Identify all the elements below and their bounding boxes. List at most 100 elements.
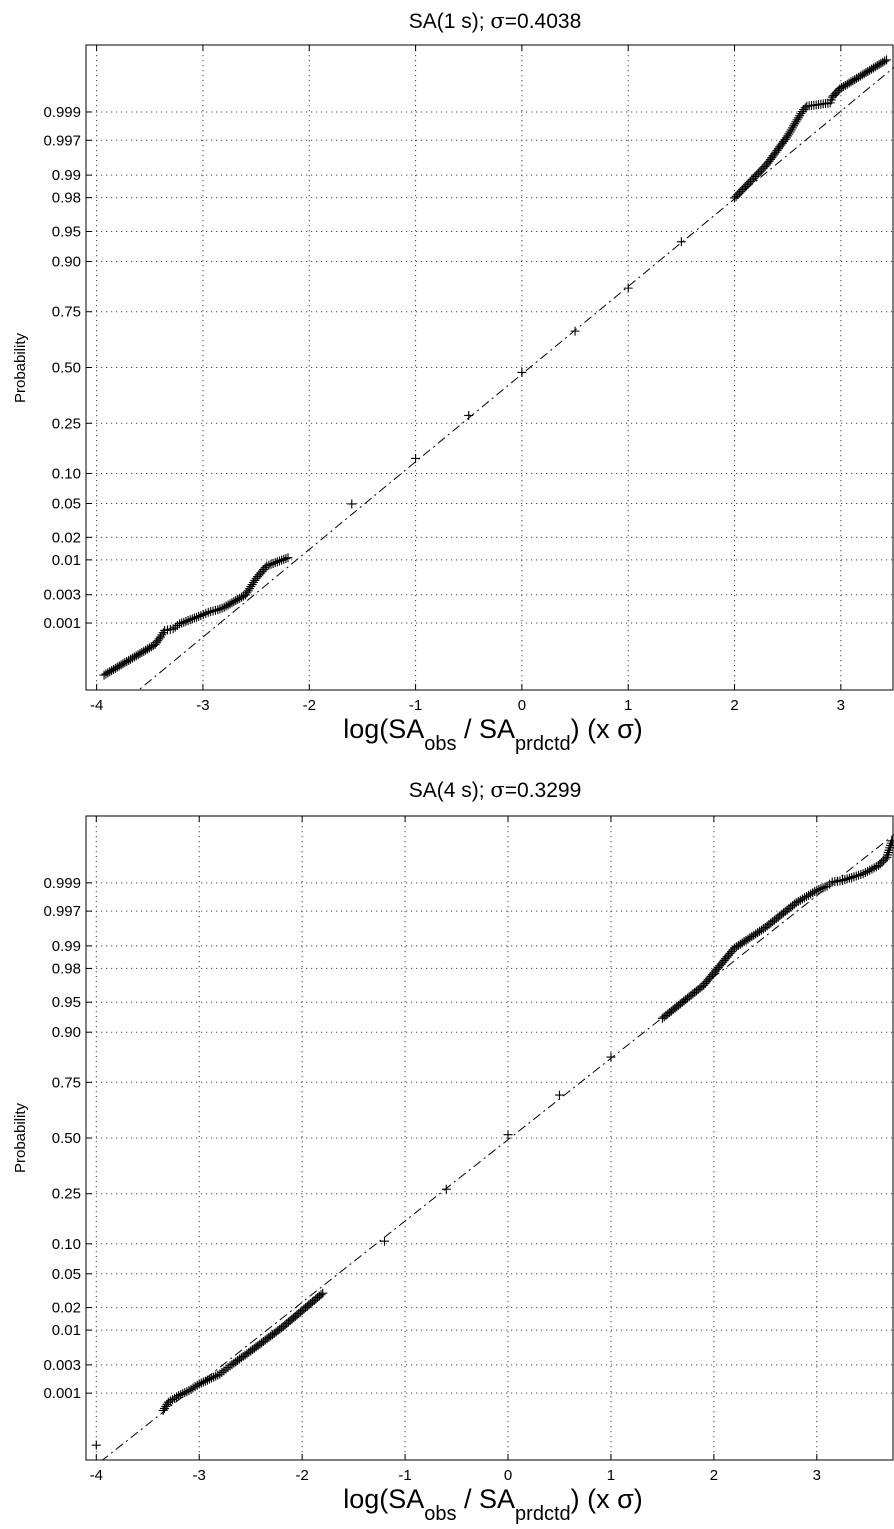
- x-axis-label-part: ) (x σ): [571, 714, 643, 744]
- data-point: [852, 73, 862, 83]
- x-tick-label: 0: [504, 1467, 512, 1484]
- data-point: [884, 845, 894, 855]
- data-point: [127, 653, 137, 663]
- data-point: [208, 606, 218, 616]
- data-point: [784, 129, 794, 139]
- data-point: [623, 283, 633, 293]
- x-tick-label: 1: [624, 697, 632, 714]
- data-point: [192, 1380, 202, 1390]
- data-point: [221, 601, 231, 611]
- data-point: [379, 1236, 389, 1246]
- data-point: [110, 663, 120, 673]
- data-point: [789, 121, 799, 131]
- x-tick-label: -1: [409, 697, 422, 714]
- data-point: [131, 651, 141, 661]
- data-point: [570, 326, 580, 336]
- data-point: [464, 410, 474, 420]
- data-points: [91, 836, 894, 1450]
- y-tick-label: 0.02: [52, 529, 81, 546]
- y-tick-label: 0.50: [52, 1130, 81, 1147]
- data-point: [182, 1387, 192, 1397]
- data-point: [872, 61, 882, 71]
- data-point: [103, 668, 113, 678]
- y-tick-label: 0.90: [52, 1024, 81, 1041]
- chart-title-sigma: σ: [490, 778, 504, 802]
- data-point: [749, 930, 759, 940]
- data-point: [857, 70, 867, 80]
- data-point: [133, 650, 143, 660]
- data-point: [849, 872, 859, 882]
- y-tick-label: 0.003: [43, 1357, 81, 1374]
- data-point: [270, 558, 280, 568]
- y-tick-label: 0.999: [43, 104, 81, 121]
- y-tick-label: 0.997: [43, 903, 81, 920]
- y-tick-label: 0.01: [52, 552, 81, 569]
- data-point: [143, 644, 153, 654]
- data-point: [810, 887, 820, 897]
- data-point: [878, 57, 888, 67]
- chart-title: SA(1 s); σ=0.4038: [409, 9, 582, 33]
- data-point: [177, 618, 187, 628]
- data-point: [868, 63, 878, 73]
- data-point: [120, 658, 130, 668]
- data-point: [865, 865, 875, 875]
- data-point: [209, 1372, 219, 1382]
- data-point: [231, 596, 241, 606]
- data-point: [835, 84, 845, 94]
- data-point: [860, 868, 870, 878]
- data-point: [844, 78, 854, 88]
- data-point: [554, 1090, 564, 1100]
- y-tick-label: 0.10: [52, 1236, 81, 1253]
- reference-line: [137, 66, 894, 690]
- data-point: [217, 603, 227, 613]
- data-point: [743, 934, 753, 944]
- data-point: [874, 60, 884, 70]
- data-point: [745, 933, 755, 943]
- data-point: [268, 558, 278, 568]
- data-point: [203, 607, 213, 617]
- data-point: [753, 928, 763, 938]
- data-point: [853, 72, 863, 82]
- data-point: [189, 613, 199, 623]
- data-point: [867, 864, 877, 874]
- data-point: [837, 83, 847, 93]
- reference-line: [101, 834, 894, 1460]
- data-point: [847, 872, 857, 882]
- grid: [86, 816, 894, 1460]
- data-point: [800, 103, 810, 113]
- data-point: [886, 838, 894, 848]
- y-tick-label: 0.98: [52, 190, 81, 207]
- y-tick-label: 0.99: [52, 167, 81, 184]
- data-point: [855, 71, 865, 81]
- data-point: [179, 617, 189, 627]
- data-point: [795, 895, 805, 905]
- y-tick-label: 0.90: [52, 254, 81, 271]
- data-point: [751, 929, 761, 939]
- data-point: [840, 875, 850, 885]
- x-tick-label: -4: [90, 1467, 103, 1484]
- data-point: [181, 616, 191, 626]
- data-point: [159, 1403, 169, 1413]
- x-tick-label: -3: [196, 697, 209, 714]
- data-point: [109, 664, 119, 674]
- data-point: [735, 939, 745, 949]
- data-point: [802, 892, 812, 901]
- x-tick-label: 3: [813, 1467, 821, 1484]
- data-point: [842, 874, 852, 884]
- data-point: [223, 600, 233, 610]
- data-point: [180, 1388, 190, 1398]
- data-point: [822, 881, 832, 891]
- y-tick-label: 0.02: [52, 1300, 81, 1317]
- x-axis-label: log(SAobs / SAprdctd) (x σ): [343, 1484, 643, 1525]
- data-point: [842, 79, 852, 89]
- chart-title-name: SA(1 s);: [409, 10, 491, 33]
- chart-title-value: =0.3299: [505, 779, 582, 802]
- data-point: [503, 1130, 513, 1140]
- data-point: [880, 56, 890, 66]
- data-point: [883, 848, 893, 858]
- data-point: [183, 616, 193, 626]
- x-axis-label-part: log(SA: [343, 1484, 424, 1514]
- x-tick-label: -2: [295, 1467, 308, 1484]
- data-point: [185, 615, 195, 625]
- data-point: [219, 602, 229, 612]
